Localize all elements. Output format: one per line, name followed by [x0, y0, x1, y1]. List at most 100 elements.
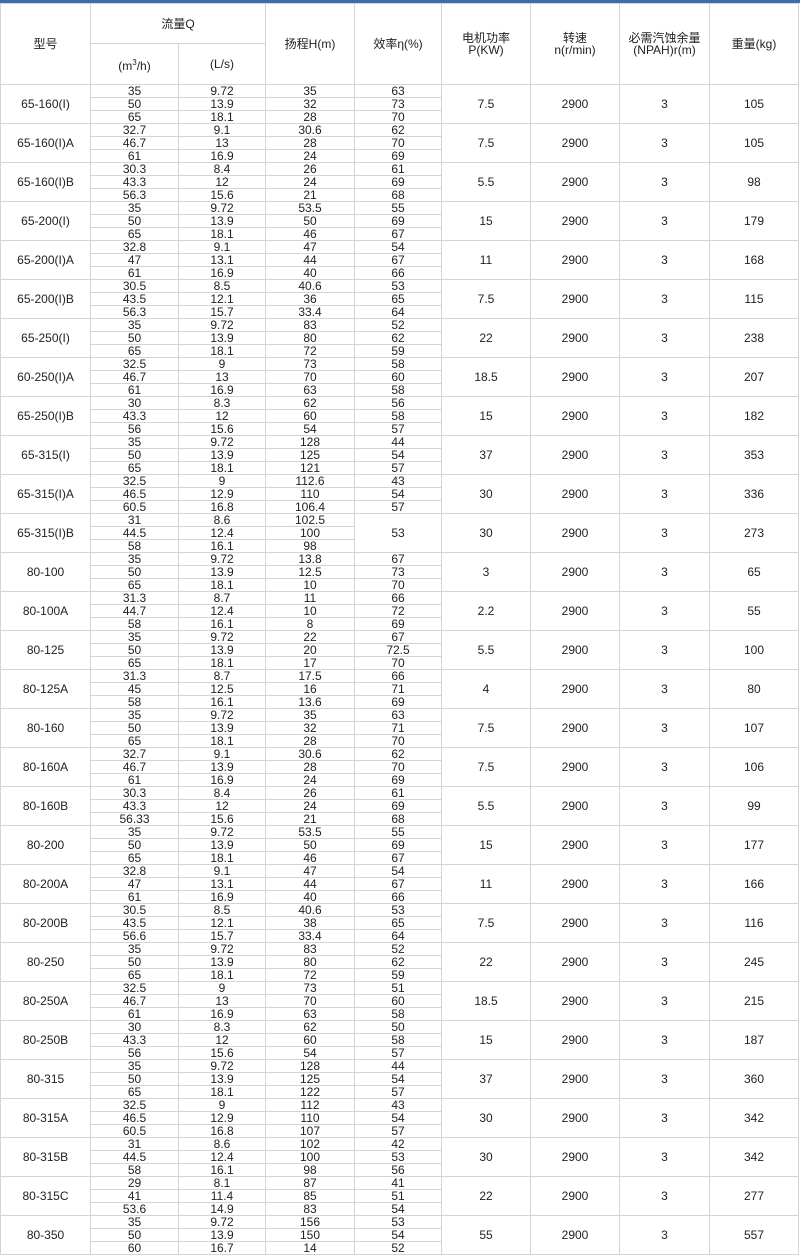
npsh-cell: 3 [619, 1020, 710, 1060]
efficiency-cell: 66 [354, 266, 442, 280]
weight-cell: 55 [709, 591, 799, 631]
model-cell: 65-200(I)B [0, 279, 91, 319]
table-row: 65-315(I) 35 9.72 128 44 37 2900 3 353 [0, 435, 799, 475]
flow-ls-cell: 15.6 [178, 188, 266, 202]
flow-m3h-cell: 46.7 [90, 136, 179, 150]
head-cell: 21 [265, 812, 355, 826]
head-cell: 44 [265, 877, 355, 891]
flow-m3h-cell: 50 [90, 838, 179, 852]
model-cell: 60-250(I)A [0, 357, 91, 397]
table-row: 80-315B 31 8.6 102 42 30 2900 3 342 [0, 1137, 799, 1177]
flow-m3h-cell: 35 [90, 708, 179, 722]
model-cell: 80-250B [0, 1020, 91, 1060]
table-row: 58 16.1 98 56 [1, 1163, 799, 1177]
table-body: 65-160(I) 35 9.72 35 63 7.5 2900 3 105 50 13.9 32 73… [0, 84, 799, 1255]
efficiency-cell: 57 [354, 500, 442, 514]
head-cell: 54 [265, 422, 355, 436]
weight-cell: 107 [709, 708, 799, 748]
flow-ls-cell: 13 [178, 136, 266, 150]
power-cell: 7.5 [441, 903, 531, 943]
table-row: 80-125A 31.3 8.7 17.5 66 4 2900 3 80 [0, 669, 799, 709]
flow-m3h-cell: 47 [90, 253, 179, 267]
efficiency-cell: 66 [354, 591, 442, 605]
efficiency-cell: 66 [354, 890, 442, 904]
table-row: 80-160B 30.3 8.4 26 61 5.5 2900 3 99 [0, 786, 799, 826]
table-row: 65-160(I)B 30.3 8.4 26 61 5.5 2900 3 98 [0, 162, 799, 202]
flow-ls-cell: 13.1 [178, 253, 266, 267]
efficiency-cell: 54 [354, 448, 442, 462]
flow-ls-cell: 8.5 [178, 903, 266, 917]
head-cell: 80 [265, 955, 355, 969]
flow-ls-cell: 15.6 [178, 1046, 266, 1060]
flow-ls-cell: 12 [178, 799, 266, 813]
efficiency-cell: 61 [354, 162, 442, 176]
weight-cell: 342 [709, 1137, 799, 1177]
flow-ls-cell: 13.9 [178, 448, 266, 462]
power-cell: 15 [441, 825, 531, 865]
power-cell: 18.5 [441, 981, 531, 1021]
head-cell: 112 [265, 1098, 355, 1112]
table-row: 60.5 16.8 107 57 [1, 1124, 799, 1138]
efficiency-cell: 54 [354, 1111, 442, 1125]
flow-m3h-cell: 61 [90, 149, 179, 163]
weight-cell: 105 [709, 84, 799, 124]
weight-cell: 182 [709, 396, 799, 436]
table-row: 80-250A 32.5 9 73 51 18.5 2900 3 215 [0, 981, 799, 1021]
head-cell: 60 [265, 1033, 355, 1047]
power-cell: 30 [441, 1098, 531, 1138]
flow-m3h-cell: 65 [90, 1085, 179, 1099]
flow-ls-cell: 13.1 [178, 877, 266, 891]
flow-ls-cell: 13.9 [178, 955, 266, 969]
flow-ls-cell: 15.7 [178, 305, 266, 319]
flow-m3h-cell: 65 [90, 851, 179, 865]
flow-m3h-cell: 65 [90, 110, 179, 124]
flow-m3h-cell: 50 [90, 643, 179, 657]
head-cell: 80 [265, 331, 355, 345]
efficiency-cell: 60 [354, 370, 442, 384]
weight-cell: 106 [709, 747, 799, 787]
flow-ls-cell: 18.1 [178, 734, 266, 748]
flow-m3h-cell: 65 [90, 344, 179, 358]
power-cell: 15 [441, 1020, 531, 1060]
flow-m3h-cell: 60.5 [90, 1124, 179, 1138]
table-row: 46.7 13 70 60 [1, 994, 799, 1008]
flow-ls-cell: 16.7 [178, 1241, 266, 1255]
efficiency-cell: 43 [354, 1098, 442, 1112]
efficiency-cell: 59 [354, 344, 442, 358]
table-row: 65 18.1 121 57 [1, 461, 799, 475]
head-cell: 125 [265, 448, 355, 462]
flow-ls-cell: 13 [178, 994, 266, 1008]
table-row: 80-250B 30 8.3 62 50 15 2900 3 187 [0, 1020, 799, 1060]
table-row: 65-200(I)B 30.5 8.5 40.6 53 7.5 2900 3 115 [0, 279, 799, 319]
model-cell: 80-350 [0, 1215, 91, 1255]
power-cell: 22 [441, 1176, 531, 1216]
head-cell: 47 [265, 864, 355, 878]
table-row: 50 13.9 12.5 73 [1, 565, 799, 579]
table-row: 50 13.9 80 62 [1, 331, 799, 345]
power-cell: 18.5 [441, 357, 531, 397]
efficiency-cell: 65 [354, 916, 442, 930]
efficiency-cell: 53 [354, 1150, 442, 1164]
efficiency-cell: 69 [354, 214, 442, 228]
flow-ls-cell: 9.72 [178, 630, 266, 644]
head-cell: 128 [265, 1059, 355, 1073]
table-row: 65-315(I)B 31 8.6 102.5 53 30 2900 3 273 [0, 513, 799, 553]
efficiency-cell: 62 [354, 747, 442, 761]
flow-ls-cell: 15.6 [178, 422, 266, 436]
flow-ls-cell: 18.1 [178, 461, 266, 475]
flow-m3h-cell: 61 [90, 1007, 179, 1021]
efficiency-cell: 59 [354, 968, 442, 982]
table-row: 65-160(I)A 32.7 9.1 30.6 62 7.5 2900 3 105 [0, 123, 799, 163]
table-row: 65-250(I) 35 9.72 83 52 22 2900 3 238 [0, 318, 799, 358]
table-row: 65-250(I)B 30 8.3 62 56 15 2900 3 182 [0, 396, 799, 436]
head-cell: 72 [265, 968, 355, 982]
head-cell: 46 [265, 227, 355, 241]
weight-cell: 99 [709, 786, 799, 826]
efficiency-cell: 56 [354, 1163, 442, 1177]
flow-m3h-cell: 35 [90, 552, 179, 566]
flow-m3h-cell: 35 [90, 318, 179, 332]
table-row: 58 16.1 13.6 69 [1, 695, 799, 709]
efficiency-cell: 55 [354, 201, 442, 215]
flow-ls-cell: 13.9 [178, 331, 266, 345]
speed-cell: 2900 [530, 513, 620, 553]
